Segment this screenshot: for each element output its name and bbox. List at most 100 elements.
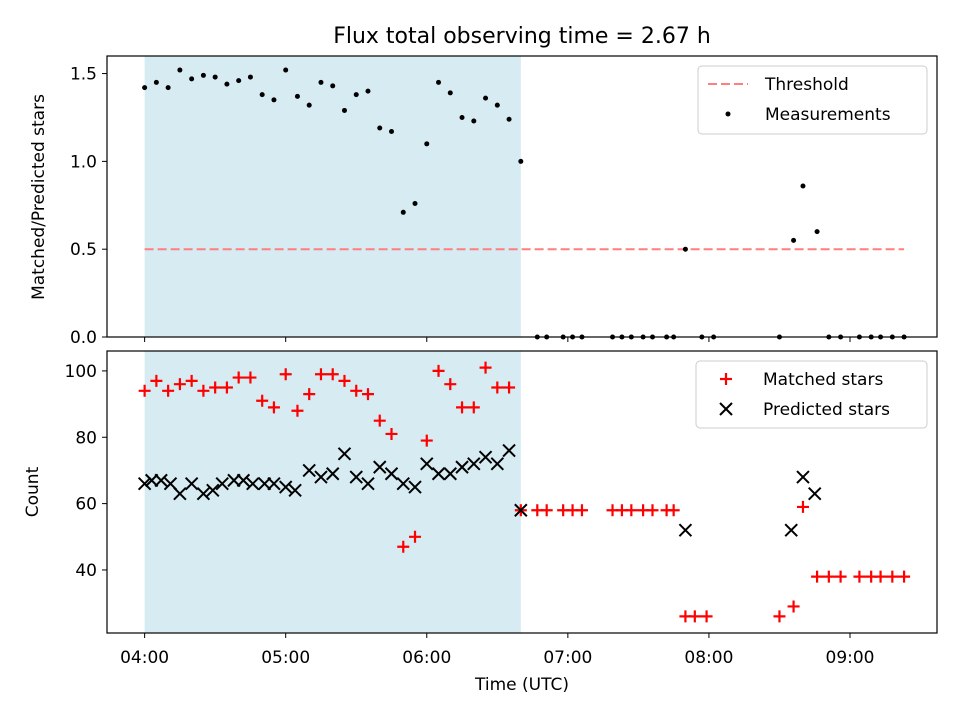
legend-matched-label: Matched stars — [763, 370, 883, 390]
matched-star-point — [291, 404, 304, 417]
matched-star-point — [279, 368, 292, 381]
matched-star-point — [467, 401, 480, 414]
bottom-x-tick-label: 08:00 — [684, 648, 733, 668]
matched-star-point — [540, 504, 553, 517]
matched-star-point — [397, 540, 410, 553]
bottom-y-tick-label: 80 — [75, 428, 97, 448]
measurement-point — [389, 129, 395, 135]
predicted-star-point — [337, 447, 352, 461]
measurement-point — [791, 237, 797, 243]
predicted-star-point — [206, 483, 220, 498]
measurement-point — [494, 102, 500, 108]
matched-star-point — [886, 570, 899, 583]
predicted-star-point — [678, 523, 693, 537]
matched-star-point — [491, 381, 504, 394]
bottom-legend-box — [695, 360, 928, 429]
measurement-point — [814, 229, 820, 235]
matched-star-point — [150, 374, 163, 387]
top-legend-box — [697, 65, 928, 135]
measurement-point — [294, 93, 300, 99]
measurement-point — [142, 85, 148, 91]
top-legend: Threshold Measurements — [697, 65, 928, 135]
measurement-point — [247, 74, 253, 80]
predicted-star-point — [784, 523, 798, 537]
legend-predicted-label: Predicted stars — [763, 400, 890, 420]
matched-star-point — [373, 414, 386, 427]
matched-star-point — [361, 388, 374, 401]
predicted-star-point — [443, 467, 457, 481]
measurement-point — [189, 76, 195, 82]
matched-star-point — [326, 368, 339, 381]
measurement-point — [177, 67, 183, 73]
matched-star-point — [646, 504, 659, 517]
matched-star-point — [688, 610, 701, 623]
bottom-legend: Matched stars Predicted stars — [695, 360, 928, 429]
predicted-star-point — [478, 450, 493, 464]
predicted-star-point — [173, 486, 187, 501]
predicted-star-point — [514, 503, 528, 517]
matched-star-point — [173, 378, 186, 391]
predicted-star-point — [184, 476, 199, 491]
predicted-star-point — [314, 470, 328, 484]
measurement-point — [153, 79, 159, 85]
matched-star-point — [479, 361, 492, 374]
predicted-star-point — [455, 460, 469, 474]
predicted-star-point — [288, 483, 302, 498]
chart-title: Flux total observing time = 2.67 h — [333, 24, 711, 49]
predicted-star-point — [302, 463, 316, 478]
matched-star-point — [314, 368, 327, 381]
bottom-x-tick-label: 06:00 — [402, 648, 451, 668]
bottom-y-tick-label: 100 — [65, 362, 97, 382]
top-shaded-region — [144, 56, 521, 337]
predicted-star-point — [137, 476, 152, 491]
top-y-axis-label: Matched/Predicted stars — [29, 94, 49, 300]
legend-threshold-label: Threshold — [764, 75, 849, 95]
measurement-point — [318, 79, 324, 85]
measurement-point — [271, 97, 277, 103]
predicted-star-point — [502, 443, 516, 458]
predicted-star-point — [408, 480, 422, 494]
matched-star-point — [350, 384, 363, 397]
measurement-point — [212, 74, 218, 80]
bottom-x-tick-label: 09:00 — [826, 648, 875, 668]
matched-star-point — [898, 570, 911, 583]
predicted-star-point — [420, 457, 434, 471]
measurement-point — [236, 78, 242, 84]
measurement-point — [224, 81, 230, 87]
matched-star-point — [575, 504, 588, 517]
matched-star-point — [244, 371, 257, 384]
predicted-star-point — [796, 470, 810, 484]
predicted-star-point — [361, 476, 375, 491]
bottom-y-axis-label: Count — [23, 466, 43, 517]
matched-star-point — [420, 434, 433, 447]
measurement-point — [412, 201, 418, 207]
top-panel: 0.0 0.5 1.0 1.5 Matched/Predicted stars Thr… — [29, 55, 938, 348]
matched-star-point — [338, 374, 351, 387]
matched-star-point — [700, 610, 713, 623]
matched-star-point — [267, 401, 280, 414]
measurement-point — [459, 114, 465, 120]
measurement-point — [800, 183, 806, 189]
measurement-point — [436, 79, 442, 85]
predicted-star-point — [431, 467, 446, 481]
matched-star-point — [787, 600, 800, 613]
matched-star-point — [822, 570, 835, 583]
matched-star-point — [834, 570, 847, 583]
predicted-star-point — [154, 473, 168, 488]
predicted-star-point — [267, 476, 281, 491]
matched-star-point — [162, 384, 175, 397]
measurement-point — [682, 246, 688, 252]
legend-predicted-swatch — [719, 402, 733, 416]
bottom-x-tick-label: 07:00 — [543, 648, 592, 668]
measurement-point — [424, 141, 430, 147]
matched-star-point — [667, 504, 680, 517]
predicted-star-point — [384, 467, 399, 481]
predicted-star-point — [236, 473, 251, 488]
top-y-tick-label: 0.5 — [70, 240, 97, 260]
legend-matched-swatch — [720, 373, 732, 385]
matched-star-point — [232, 371, 245, 384]
measurement-point — [518, 158, 524, 164]
measurement-point — [330, 83, 336, 89]
matched-star-point — [197, 384, 210, 397]
predicted-star-point — [196, 486, 211, 501]
